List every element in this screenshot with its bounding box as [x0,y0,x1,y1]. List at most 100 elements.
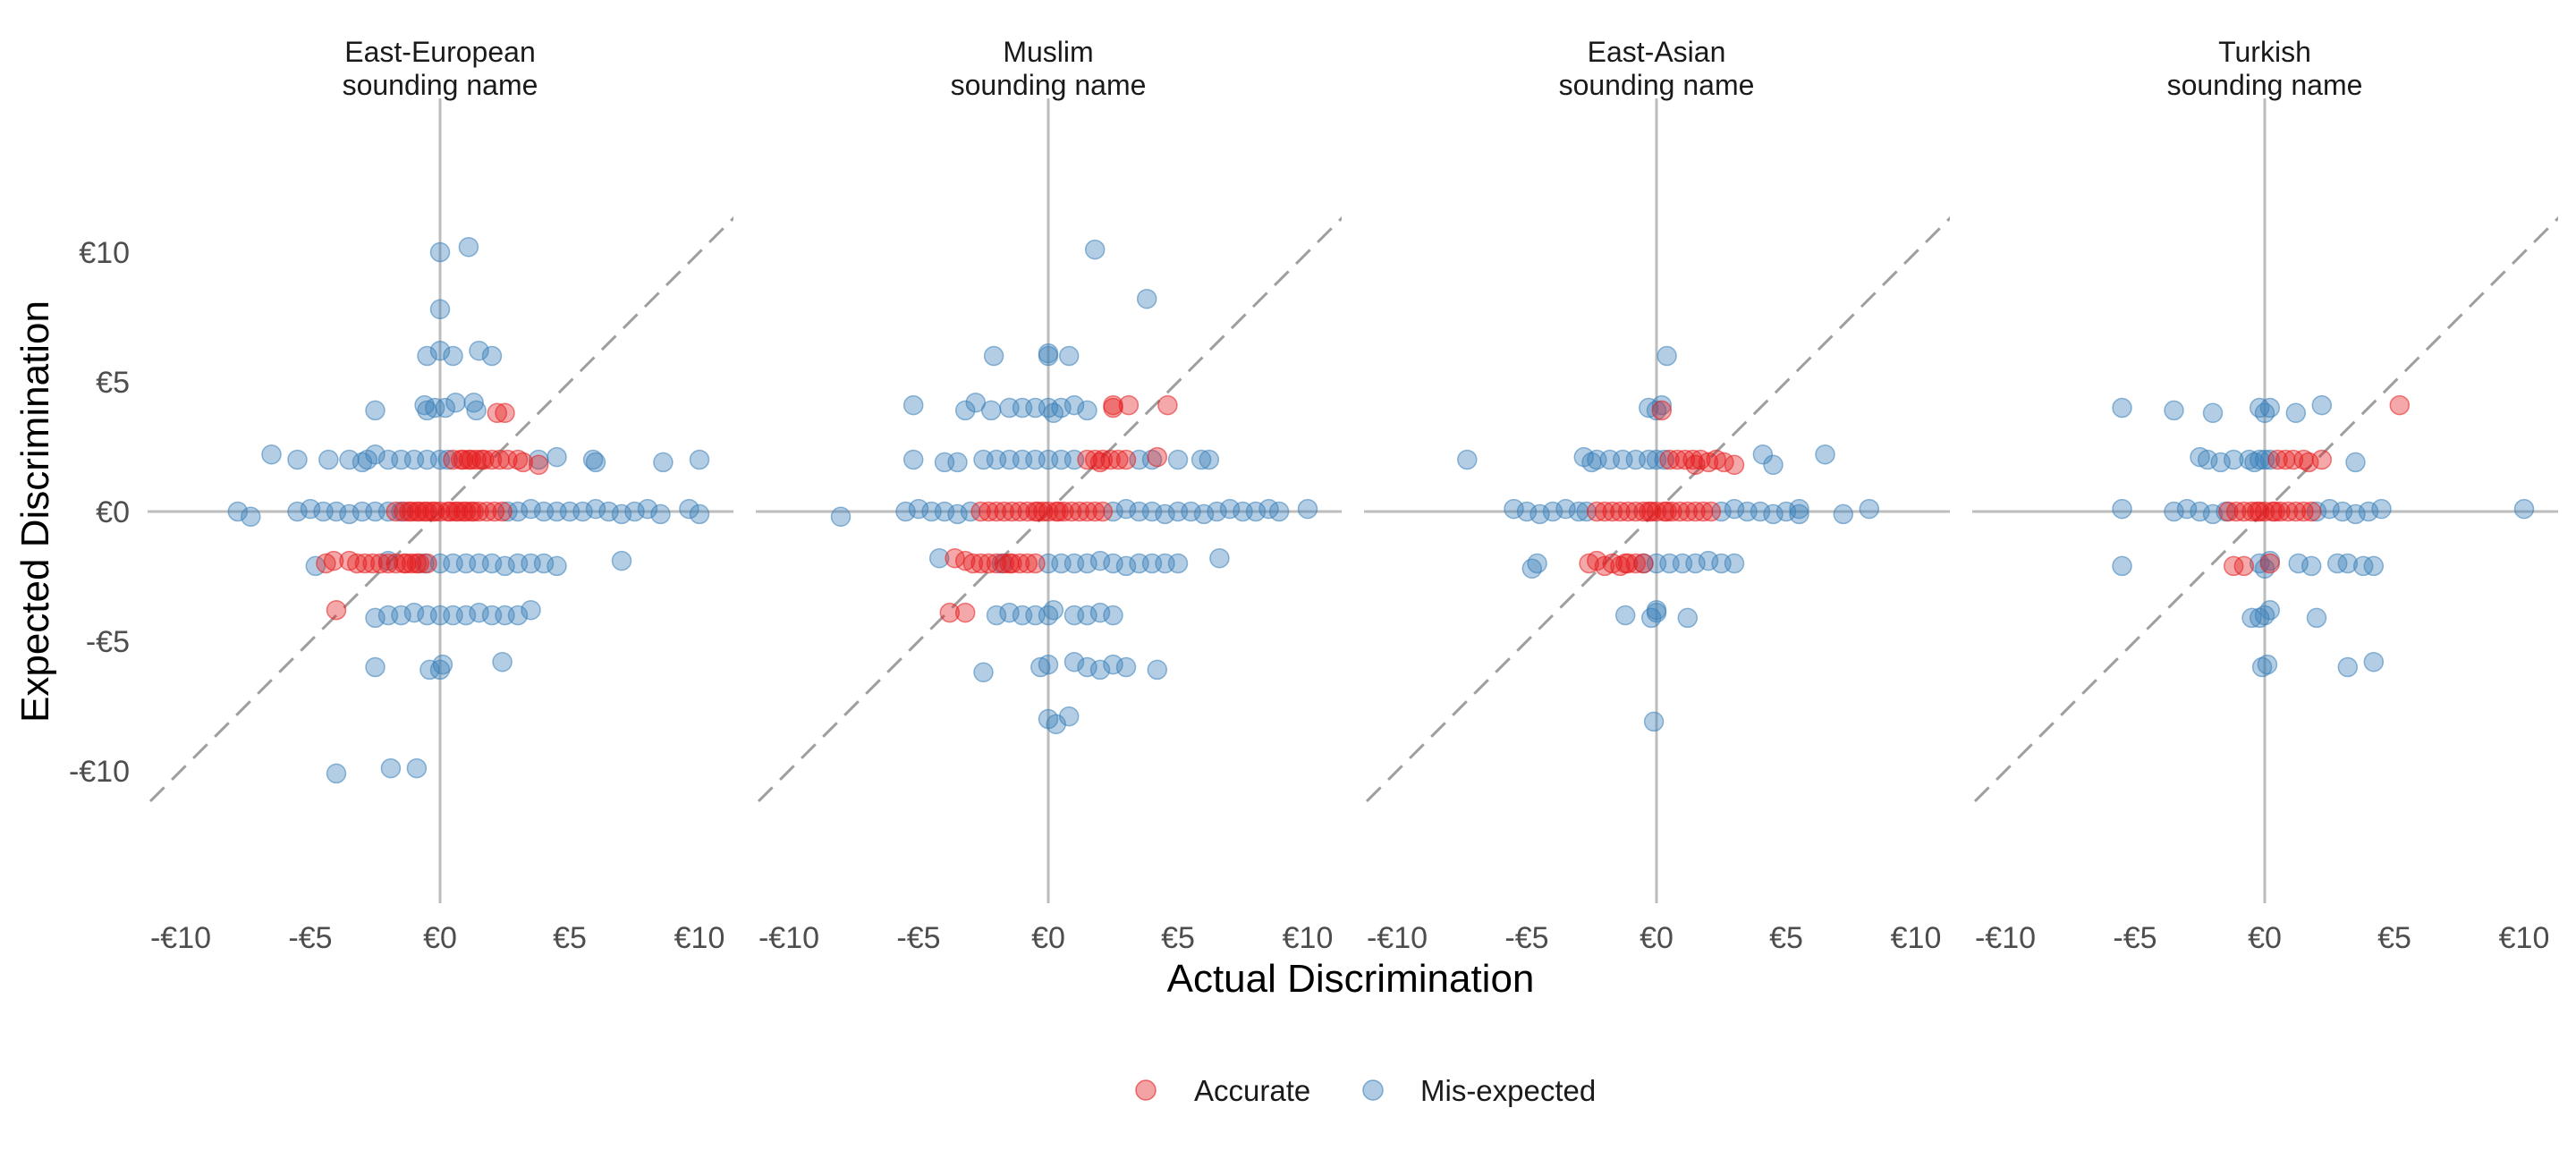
mis-expected-point [2190,446,2210,468]
mis-expected-point [973,662,994,683]
accurate-point [354,553,376,574]
accurate-point [386,553,406,574]
x-tick-label: -€5 [2113,921,2157,955]
mis-expected-point [585,452,606,473]
mis-expected-point [458,236,479,258]
accurate-point [1084,501,1106,522]
accurate-point [1698,452,1719,473]
mis-expected-point [611,550,632,571]
legend-key-accurate [1135,1079,1157,1101]
accurate-point [487,402,508,424]
mis-expected-point [1115,555,1137,577]
mis-expected-point [339,503,360,525]
mis-expected-point [689,503,710,525]
x-tick-label: -€10 [150,921,211,955]
accurate-point [417,553,437,574]
accurate-point [481,449,503,470]
mis-expected-point [1789,498,1809,520]
panel-title-line1: Turkish [2218,36,2311,68]
mis-expected-point [352,452,373,473]
legend: Accurate Mis-expected [1135,1074,1596,1107]
accurate-point [2267,449,2288,470]
mis-expected-point [417,400,437,421]
accurate-point [362,553,383,574]
y-axis-title: Expected Discrimination [13,300,57,723]
mis-expected-point [261,444,282,465]
accurate-point [507,449,529,470]
accurate-point [1092,501,1114,522]
mis-expected-point [466,400,487,421]
accurate-point [396,553,417,574]
mis-expected-point [2176,498,2198,520]
mis-expected-point [1077,400,1097,421]
mis-expected-point [1115,656,1137,678]
mis-expected-point [2257,654,2278,675]
mis-expected-point [1815,444,1835,465]
y-tick-label: €5 [96,366,130,400]
mis-expected-point [443,345,463,367]
mis-expected-point [380,757,402,779]
accurate-point [1657,501,1677,522]
mis-expected-point [1103,605,1123,626]
accurate-point [2223,555,2244,577]
accurate-point [1724,454,1745,476]
mis-expected-point [1115,498,1137,520]
mis-expected-point [1555,498,1576,520]
panel-east-european: East-European sounding name [148,36,733,903]
mis-expected-point [429,241,451,263]
mis-expected-point [241,506,261,528]
reference-line [1972,216,2558,807]
accurate-point [979,553,999,574]
accurate-point [1602,501,1623,522]
panel-title-line2: sounding name [1559,69,1755,101]
accurate-point [1587,501,1607,522]
mis-expected-point [1775,501,1797,522]
mis-expected-point [1833,503,1854,525]
mis-expected-point [934,501,955,522]
mis-expected-point [1527,553,1547,574]
mis-expected-point [429,299,451,320]
accurate-point [316,553,336,574]
accurate-point [2293,501,2314,522]
mis-expected-point [1077,553,1097,574]
accurate-point [2299,452,2319,473]
accurate-point [1674,449,1696,470]
mis-expected-point [1297,498,1318,520]
x-tick-label: -€10 [758,921,819,955]
mis-expected-point [1643,711,1665,732]
accurate-point [406,501,428,522]
y-tick-label: -€5 [86,625,130,659]
mis-expected-point [1089,602,1111,623]
accurate-point [954,602,976,623]
y-tick-labels: -€10 -€5 €0 €5 €10 [69,236,130,789]
mis-expected-point [2259,599,2281,621]
mis-expected-point [1245,501,1267,522]
mis-expected-point [1038,654,1059,675]
mis-expected-point [287,449,308,470]
mis-expected-point [2306,607,2327,629]
mis-expected-point [417,345,437,367]
x-tick-label: €0 [2248,921,2282,955]
mis-expected-point [507,605,529,626]
mis-expected-point [365,656,386,678]
mis-expected-point [1516,501,1538,522]
mis-expected-point [1698,550,1719,571]
reference-line [756,216,1342,807]
mis-expected-point [611,503,632,525]
accurate-point [1651,400,1673,421]
x-tick-label: -€10 [1367,921,1428,955]
y-tick-label: -€10 [69,755,130,789]
mis-expected-point [365,400,386,421]
mis-expected-point [533,553,555,574]
mis-expected-point [492,651,513,673]
mis-expected-point [637,498,658,520]
mis-expected-point [521,498,541,520]
accurate-point [339,550,360,571]
legend-key-mis-expected [1362,1079,1384,1101]
mis-expected-point [1457,449,1478,470]
accurate-point [2301,501,2322,522]
x-axis-title: Actual Discrimination [1167,957,1535,1001]
mis-expected-point [2197,449,2218,470]
accurate-point [2241,501,2262,522]
mis-expected-point [1763,454,1784,476]
